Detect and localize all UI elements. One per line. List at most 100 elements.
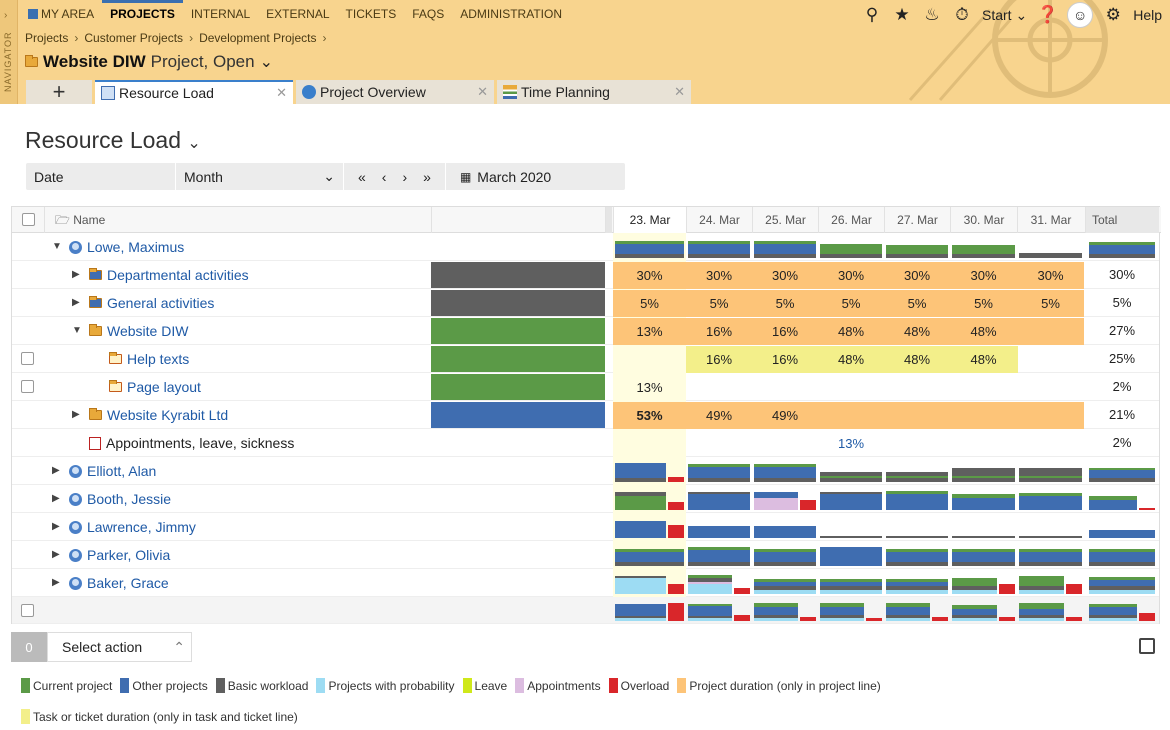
load-cell[interactable] <box>884 430 950 457</box>
caret-right-icon[interactable]: ▶ <box>72 409 80 420</box>
load-cell[interactable]: 5% <box>907 296 927 311</box>
menu-internal[interactable]: INTERNAL <box>190 7 251 21</box>
menu-tickets[interactable]: TICKETS <box>345 7 397 21</box>
load-mini-bar[interactable] <box>615 516 684 538</box>
load-cell[interactable]: 48% <box>970 352 997 367</box>
load-cell[interactable]: 48% <box>970 324 997 339</box>
caret-right-icon[interactable]: ▶ <box>72 269 80 280</box>
double-left-icon[interactable]: « <box>358 168 366 185</box>
date-filter[interactable]: Date <box>26 163 176 190</box>
breadcrumb-projects[interactable]: Projects <box>25 31 69 45</box>
load-mini-bar[interactable] <box>886 572 948 594</box>
breadcrumb-customer-projects[interactable]: Customer Projects <box>84 31 184 45</box>
load-cell[interactable] <box>1017 402 1084 429</box>
row-name[interactable]: ▶ Booth, Jessie <box>52 485 171 513</box>
close-icon[interactable]: ✕ <box>674 84 685 99</box>
caret-right-icon[interactable]: ▶ <box>52 577 60 588</box>
load-mini-bar[interactable] <box>1089 516 1155 538</box>
date-column-header[interactable]: 24. Mar <box>686 207 752 233</box>
load-cell[interactable] <box>613 346 686 373</box>
caret-right-icon[interactable]: ▶ <box>52 521 60 532</box>
load-mini-bar[interactable] <box>1019 572 1082 594</box>
select-all-checkbox[interactable] <box>21 213 35 226</box>
load-mini-bar[interactable] <box>886 544 948 566</box>
page-title[interactable]: Resource Load ⌄ <box>25 127 201 154</box>
load-mini-bar[interactable] <box>1019 516 1082 538</box>
load-mini-bar[interactable] <box>615 544 684 566</box>
load-cell[interactable] <box>950 402 1017 429</box>
load-mini-bar[interactable] <box>886 488 948 510</box>
load-cell[interactable]: 13% <box>837 436 865 451</box>
tab-project-overview[interactable]: Project Overview ✕ <box>296 80 494 104</box>
row-checkbox[interactable] <box>21 604 34 617</box>
chevron-down-icon[interactable]: ⌄ <box>259 54 273 71</box>
row-name[interactable]: ▶ Parker, Olivia <box>52 541 170 569</box>
row-name[interactable]: ▶ Website Kyrabit Ltd <box>72 401 228 429</box>
close-icon[interactable]: ✕ <box>276 85 287 100</box>
row-name[interactable]: ▶ Departmental activities <box>72 261 249 289</box>
load-cell[interactable]: 16% <box>705 352 733 367</box>
date-column-header[interactable]: 27. Mar <box>884 207 950 233</box>
menu-projects[interactable]: PROJECTS <box>102 0 183 28</box>
export-icon[interactable] <box>1139 638 1155 654</box>
caret-right-icon[interactable]: ▶ <box>72 297 80 308</box>
tab-time-planning[interactable]: Time Planning ✕ <box>497 80 691 104</box>
load-cell[interactable]: 30% <box>705 268 733 283</box>
load-cell[interactable] <box>1017 374 1084 401</box>
start-menu[interactable]: Start ⌄ <box>982 7 1027 24</box>
load-mini-bar[interactable] <box>688 236 750 258</box>
load-cell[interactable]: 16% <box>771 352 799 367</box>
load-mini-bar[interactable] <box>688 544 750 566</box>
load-mini-bar[interactable] <box>952 572 1015 594</box>
row-name[interactable]: ▶ General activities <box>72 289 214 317</box>
load-mini-bar[interactable] <box>615 488 684 510</box>
load-cell[interactable]: 16% <box>771 324 799 339</box>
load-mini-bar[interactable] <box>754 516 816 538</box>
load-cell[interactable]: 48% <box>903 352 931 367</box>
load-cell[interactable]: 30% <box>903 268 931 283</box>
load-cell[interactable] <box>613 430 686 457</box>
load-mini-bar[interactable] <box>820 488 882 510</box>
menu-my-area[interactable]: MY AREA <box>20 0 102 28</box>
row-name[interactable]: Appointments, leave, sickness <box>72 429 294 457</box>
caret-right-icon[interactable]: ▶ <box>52 465 60 476</box>
load-mini-bar[interactable] <box>1019 488 1082 510</box>
avatar[interactable]: ☺ <box>1067 2 1094 28</box>
chevron-right-icon[interactable]: › <box>402 168 408 185</box>
row-name[interactable]: ▶ Baker, Grace <box>52 569 169 597</box>
row-name[interactable]: ▼ Lowe, Maximus <box>52 233 184 261</box>
load-cell[interactable] <box>950 374 1017 401</box>
double-right-icon[interactable]: » <box>423 168 431 185</box>
row-checkbox[interactable] <box>21 380 34 393</box>
load-mini-bar[interactable] <box>952 544 1015 566</box>
load-mini-bar[interactable] <box>688 572 750 594</box>
add-tab-button[interactable]: + <box>26 79 92 104</box>
load-cell[interactable]: 49% <box>771 408 799 423</box>
month-picker[interactable]: ▦ March 2020 <box>446 163 559 190</box>
load-mini-bar[interactable] <box>615 572 684 594</box>
load-mini-bar[interactable] <box>754 460 816 482</box>
load-mini-bar[interactable] <box>754 488 816 510</box>
date-column-header[interactable]: 26. Mar <box>818 207 884 233</box>
load-cell[interactable]: 48% <box>903 324 931 339</box>
date-column-header[interactable]: 31. Mar <box>1017 207 1084 233</box>
menu-faqs[interactable]: FAQS <box>412 7 445 21</box>
star-icon[interactable]: ★ <box>894 5 910 24</box>
row-name[interactable]: Help texts <box>92 345 189 373</box>
load-cell[interactable]: 13% <box>636 380 663 395</box>
load-cell[interactable]: 16% <box>705 324 733 339</box>
name-column-header[interactable]: 🗁 Name <box>44 207 431 233</box>
load-cell[interactable] <box>884 374 950 401</box>
load-mini-bar[interactable] <box>1089 488 1155 510</box>
load-cell[interactable] <box>1017 430 1084 457</box>
load-mini-bar[interactable] <box>615 236 684 258</box>
load-cell[interactable]: 5% <box>1041 296 1060 311</box>
load-mini-bar[interactable] <box>1089 460 1155 482</box>
caret-down-icon[interactable]: ▼ <box>72 325 82 336</box>
load-mini-bar[interactable] <box>952 516 1015 538</box>
load-mini-bar[interactable] <box>886 460 948 482</box>
navigator-strip[interactable]: › NAVIGATOR <box>0 0 18 104</box>
load-cell[interactable]: 48% <box>837 352 865 367</box>
load-mini-bar[interactable] <box>1019 460 1082 482</box>
project-status[interactable]: Project, Open <box>150 52 255 71</box>
